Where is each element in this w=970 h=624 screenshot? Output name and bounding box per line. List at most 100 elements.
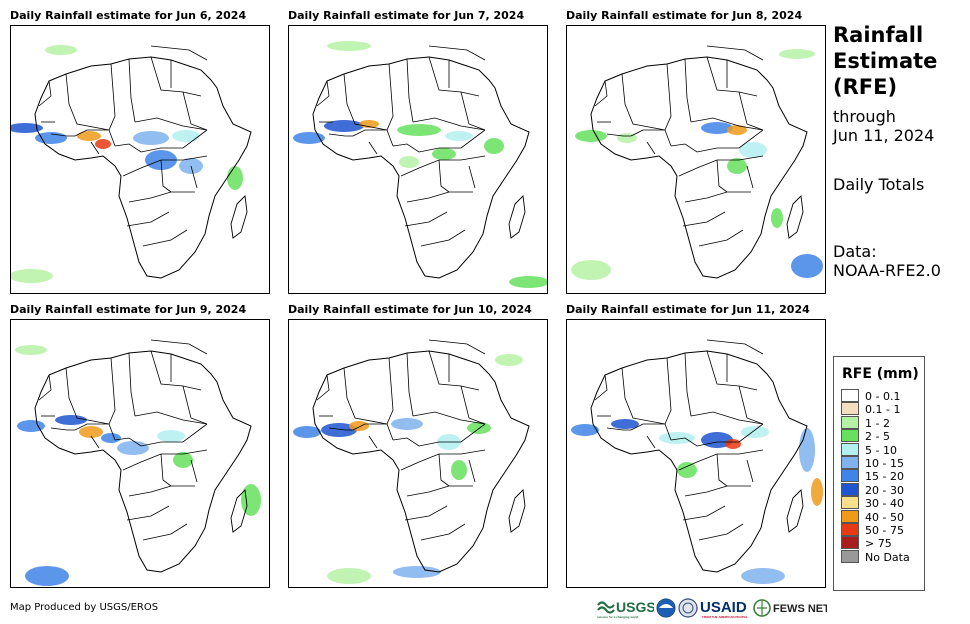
rainfall-patch	[11, 123, 43, 133]
panel-title: Daily Rainfall estimate for Jun 8, 2024	[566, 9, 803, 22]
africa-coastline	[312, 350, 530, 573]
rainfall-patch	[701, 122, 733, 134]
country-border	[460, 385, 486, 425]
country-border	[690, 117, 764, 131]
rainfall-patch	[799, 428, 815, 472]
country-border	[343, 73, 388, 131]
legend-label: 2 - 5	[865, 430, 890, 444]
legend-swatch	[841, 429, 859, 443]
country-border	[38, 80, 52, 107]
country-border	[150, 350, 202, 391]
arabia-border	[706, 339, 764, 355]
africa-coastline	[590, 350, 808, 573]
svg-text:science for a changing world: science for a changing world	[597, 615, 639, 619]
country-border	[621, 73, 666, 131]
map-panel: Daily Rainfall estimate for Jun 9, 2024	[10, 300, 280, 592]
rainfall-layer	[15, 345, 261, 586]
rainfall-map	[566, 25, 826, 294]
rainfall-patch	[349, 421, 369, 431]
rainfall-patch	[227, 166, 243, 190]
legend-label: 30 - 40	[865, 497, 904, 511]
country-border	[114, 423, 208, 447]
country-border	[468, 165, 476, 189]
rainfall-patch	[101, 433, 121, 443]
legend-swatch	[841, 509, 859, 523]
map-credit: Map Produced by USGS/EROS	[10, 602, 159, 613]
legend-item: No Data	[841, 549, 910, 564]
rainfall-patch	[484, 138, 504, 154]
country-border	[392, 423, 486, 447]
rainfall-patch	[432, 148, 456, 160]
madagascar-outline	[508, 195, 526, 239]
rainfall-patch	[293, 132, 325, 144]
rainfall-patch	[293, 426, 321, 438]
arabia-border	[428, 339, 486, 355]
country-border	[716, 453, 728, 487]
rainfall-map	[10, 319, 270, 588]
country-border	[65, 73, 110, 131]
country-border	[90, 435, 100, 449]
country-border	[182, 91, 208, 131]
country-border	[343, 367, 388, 425]
rainfall-patch	[327, 41, 371, 51]
country-border	[150, 56, 202, 97]
legend-swatch	[841, 469, 859, 483]
rainfall-patch	[25, 566, 69, 586]
rainfall-layer	[293, 41, 547, 288]
fewsnet-text: FEWS NET	[773, 603, 827, 615]
country-border	[134, 117, 208, 131]
map-panel: Daily Rainfall estimate for Jun 11, 2024	[566, 300, 836, 592]
arabia-border	[428, 45, 486, 61]
legend-swatch	[841, 442, 859, 456]
map-panel: Daily Rainfall estimate for Jun 6, 2024	[10, 6, 280, 298]
country-border	[128, 352, 136, 417]
arabia-border	[706, 45, 764, 61]
legend-label: 1 - 2	[865, 416, 890, 430]
legend-item: 15 - 20	[841, 469, 904, 483]
rainfall-patch	[611, 419, 639, 429]
country-border	[74, 129, 116, 147]
product-title-line: Rainfall	[833, 23, 924, 47]
rainfall-layer	[571, 49, 823, 280]
usaid-logo: USAID FROM THE AMERICAN PEOPLE	[700, 597, 752, 619]
legend-item: 0 - 0.1	[841, 389, 900, 403]
country-border	[698, 523, 744, 541]
rainfall-map	[566, 319, 826, 588]
rainfall-patch	[35, 132, 67, 144]
legend-swatch	[841, 549, 859, 563]
country-border	[316, 80, 330, 107]
rainfall-patch	[495, 354, 523, 366]
period-label: Daily Totals	[833, 175, 925, 194]
country-border	[128, 485, 195, 497]
arabia-border	[150, 45, 208, 61]
country-border	[716, 159, 728, 193]
country-border	[406, 485, 473, 497]
country-border	[682, 505, 726, 521]
country-border	[698, 229, 744, 247]
country-border	[746, 165, 754, 189]
africa-coastline	[312, 56, 530, 279]
legend-swatch	[841, 402, 859, 416]
legend-item: 30 - 40	[841, 496, 904, 510]
legend-item: 2 - 5	[841, 429, 890, 443]
rainfall-patch	[321, 423, 357, 437]
fewsnet-icon: FEWS NET	[753, 599, 830, 617]
rainfall-layer	[11, 45, 243, 283]
country-border	[328, 427, 353, 431]
country-border	[646, 141, 656, 155]
legend-item: 1 - 2	[841, 415, 890, 430]
country-border	[190, 459, 198, 483]
product-title-line: Estimate	[833, 49, 938, 73]
rainfall-layer	[293, 354, 523, 584]
legend-label: No Data	[865, 550, 910, 564]
country-border	[352, 423, 394, 441]
country-border	[630, 129, 672, 147]
country-border	[420, 229, 466, 247]
usaid-icon: USAID FROM THE AMERICAN PEOPLE	[700, 599, 748, 619]
country-border	[684, 485, 751, 497]
country-border	[438, 159, 450, 193]
map-panel: Daily Rainfall estimate for Jun 8, 2024	[566, 6, 836, 298]
legend-item: 50 - 75	[841, 523, 904, 537]
country-border	[670, 129, 764, 153]
country-border	[606, 427, 631, 431]
